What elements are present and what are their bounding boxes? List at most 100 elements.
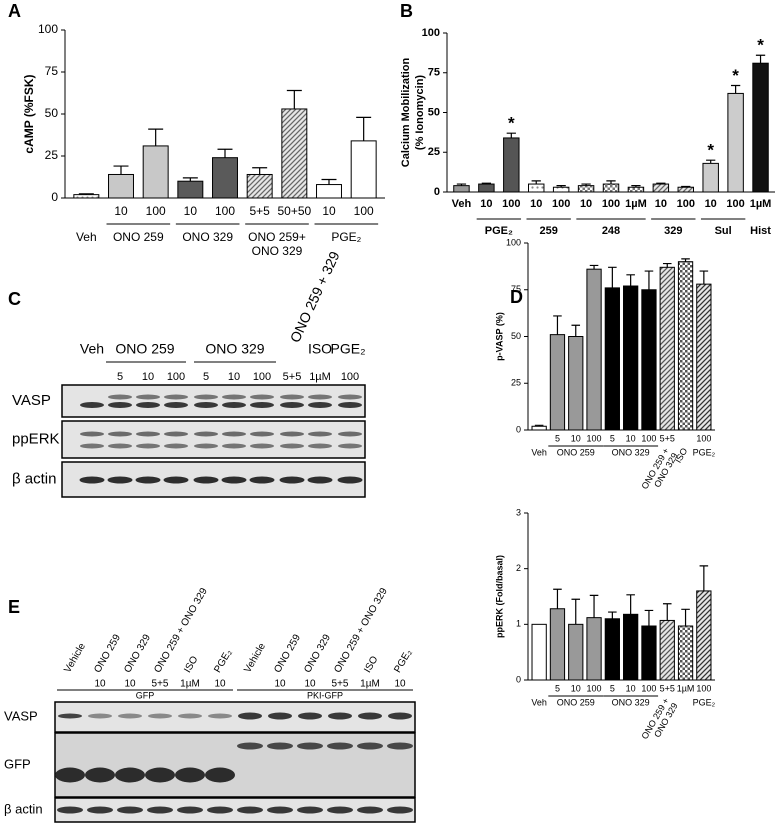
error-bar — [182, 177, 198, 182]
error-bar — [148, 128, 164, 146]
row-label: GFP — [4, 756, 31, 771]
bar — [73, 194, 100, 199]
blot-strip — [54, 732, 416, 798]
bar — [641, 625, 657, 681]
blot-strip — [61, 420, 366, 459]
y-tick-label: 1 — [516, 619, 521, 629]
group-label: Hist — [750, 225, 771, 237]
x-tick-label: 100 — [641, 683, 656, 693]
x-tick-label: 100 — [587, 433, 602, 443]
blot-strip — [61, 384, 366, 418]
dose-label: 5+5 — [152, 679, 169, 690]
error-bar — [681, 608, 690, 627]
blot-band — [79, 476, 105, 484]
group-label: Sul — [715, 225, 732, 237]
blot-band — [337, 476, 363, 484]
x-tick-label: 50+50 — [277, 204, 311, 218]
blot-band — [85, 767, 115, 783]
blot-band — [308, 431, 332, 437]
error-bar — [217, 148, 233, 158]
significance-mark: * — [732, 66, 739, 85]
blot-band — [194, 431, 218, 437]
group-label: 248 — [602, 225, 620, 237]
y-axis-label: p-VASP (%) — [494, 312, 504, 361]
dose-label: 1µM — [309, 371, 331, 383]
error-bar — [626, 594, 635, 615]
treatment-label: PGE₂ — [331, 341, 366, 357]
significance-mark: * — [707, 141, 714, 160]
bar-chart: B 0 25 50 75 100 Calcium Mobilization (% Ionomy… — [400, 1, 775, 237]
blot-band — [308, 394, 332, 400]
y-tick-label: 0 — [51, 190, 58, 204]
bar — [659, 266, 675, 431]
x-tick-label: 100 — [641, 433, 656, 443]
blot-band — [177, 806, 203, 814]
blot-band — [108, 402, 132, 408]
y-tick-label: 100 — [422, 27, 440, 39]
blot-band — [164, 394, 188, 400]
x-tick-label: 10 — [114, 204, 128, 218]
lane-label: ONO 259 — [272, 632, 303, 674]
lane-label: ISO — [362, 654, 380, 675]
blot-band — [117, 806, 143, 814]
error-bar — [589, 264, 599, 270]
blot-band — [107, 476, 133, 484]
group-label: ONO 329 — [182, 230, 233, 244]
y-axis-label: ppERK (Fold/basal) — [494, 555, 504, 638]
error-bar — [113, 165, 129, 175]
treatment-label: ONO 259 — [115, 341, 174, 357]
y-tick-label: 50 — [428, 106, 440, 118]
bar — [577, 185, 595, 193]
lane-label: PGE₂ — [212, 648, 234, 675]
set-label: GFP — [136, 690, 155, 700]
x-tick-label: 5+5 — [249, 204, 270, 218]
significance-mark: * — [508, 114, 515, 133]
blot-band — [208, 713, 232, 719]
error-bar — [606, 180, 616, 185]
y-tick-label: 0 — [434, 186, 440, 198]
bar — [528, 183, 545, 193]
x-tick-label: 100 — [602, 198, 620, 210]
error-bar — [286, 89, 302, 109]
panel-label: D — [510, 287, 523, 307]
x-tick-label: 100 — [696, 433, 711, 443]
blot-band — [250, 431, 274, 437]
x-tick-label: 10 — [530, 198, 542, 210]
bar — [246, 173, 273, 199]
blot-band — [237, 742, 263, 750]
blot-band — [80, 443, 104, 449]
blot-band — [222, 443, 246, 449]
dose-label: 100 — [167, 371, 185, 383]
bar — [727, 92, 744, 193]
y-tick-label: 100 — [38, 22, 58, 36]
bar — [531, 425, 547, 431]
dose-label: 5+5 — [332, 679, 349, 690]
row-label: ppERK — [12, 430, 60, 447]
dose-label: 5+5 — [283, 371, 302, 383]
bar — [752, 62, 769, 193]
bar — [623, 285, 639, 431]
blot-band — [207, 806, 233, 814]
error-bar — [321, 178, 337, 185]
error-bar — [662, 262, 672, 268]
x-tick-label: 5 — [555, 433, 560, 443]
x-tick-label: 10 — [571, 433, 581, 443]
bar — [652, 183, 670, 193]
x-tick-label: 5 — [610, 683, 615, 693]
blot-band — [267, 806, 293, 814]
group-label: PGE₂ — [331, 230, 361, 244]
dose-label: 1µM — [180, 679, 200, 690]
x-tick-label: 5 — [610, 433, 615, 443]
lane-label: ONO 259 — [92, 632, 123, 674]
x-tick-label: 100 — [502, 198, 520, 210]
blot-band — [307, 476, 333, 484]
error-bar — [356, 116, 372, 141]
blot-band — [136, 394, 160, 400]
treatment-label: Veh — [80, 341, 104, 357]
y-tick-label: 75 — [45, 64, 59, 78]
error-bar — [252, 167, 268, 175]
row-label: β actin — [4, 801, 43, 816]
blot-band — [57, 806, 83, 814]
blot-band — [357, 806, 383, 814]
y-tick-label: 0 — [516, 424, 521, 434]
